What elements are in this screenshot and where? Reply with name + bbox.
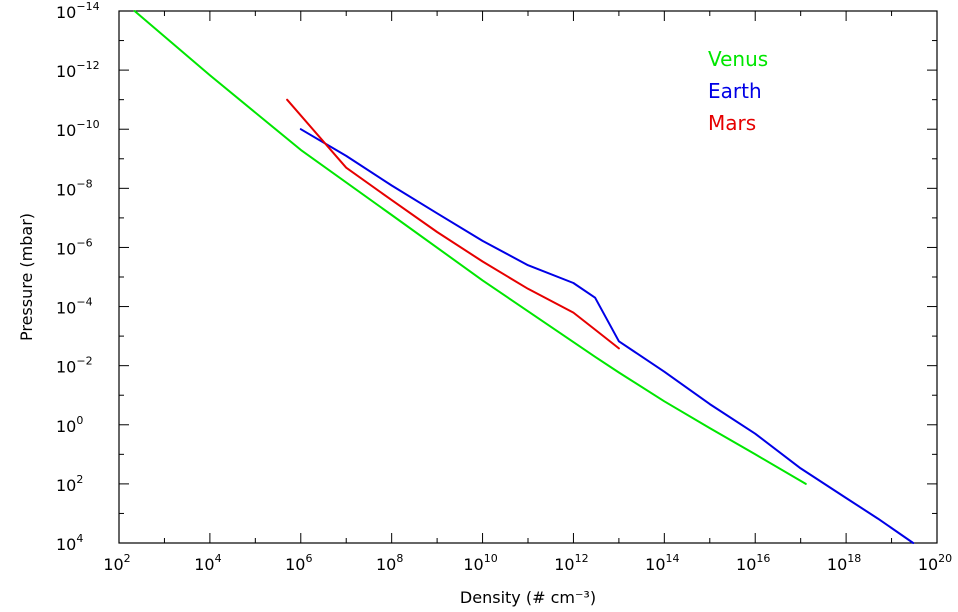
series-line-venus [133, 10, 807, 485]
y-axis-title: Pressure (mbar) [17, 213, 36, 341]
y-tick-label: 10−6 [56, 236, 93, 258]
x-tick-label: 106 [285, 552, 312, 574]
series-line-mars [286, 98, 620, 350]
legend-entry-earth: Earth [708, 79, 762, 103]
y-tick-label: 10−14 [56, 0, 100, 22]
x-tick-label: 102 [103, 552, 130, 574]
x-tick-label: 1020 [918, 552, 952, 574]
x-tick-label: 1016 [736, 552, 770, 574]
series-lines [133, 10, 915, 544]
y-tick-label: 10−4 [56, 296, 93, 318]
x-tick-label: 1018 [827, 552, 861, 574]
legend-entry-venus: Venus [708, 47, 768, 71]
legend: Venus Earth Mars [708, 47, 768, 135]
y-tick-label: 10−12 [56, 59, 100, 81]
tick-group: 102 104 106 108 1010 1012 1014 1016 1018 1020 10−1… [56, 0, 952, 574]
y-tick-label: 102 [56, 473, 83, 495]
legend-entry-mars: Mars [708, 111, 756, 135]
y-tick-label: 10−2 [56, 355, 93, 377]
x-axis-title: Density (# cm⁻³) [460, 588, 596, 607]
x-tick-label: 104 [194, 552, 221, 574]
y-tick-label: 10−8 [56, 177, 93, 199]
x-tick-label: 1012 [554, 552, 588, 574]
y-tick-label: 104 [56, 532, 83, 554]
series-line-earth [299, 128, 915, 544]
y-tick-label: 10−10 [56, 118, 100, 140]
x-tick-label: 1010 [463, 552, 497, 574]
y-tick-label: 100 [56, 414, 83, 436]
plot-frame [118, 10, 938, 544]
x-tick-label: 108 [376, 552, 403, 574]
x-tick-label: 1014 [645, 552, 679, 574]
